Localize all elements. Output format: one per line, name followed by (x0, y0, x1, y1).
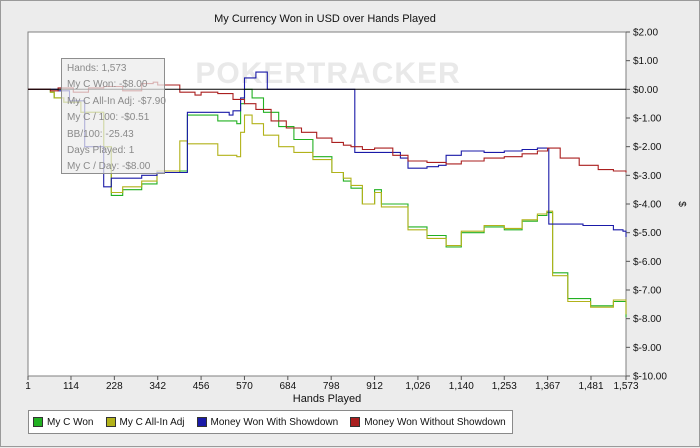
tooltip-line: Days Played: 1 (67, 145, 135, 157)
series-line-2 (28, 88, 627, 315)
legend: My C Won My C All-In Adj Money Won With Sh… (28, 410, 513, 434)
legend-item[interactable]: My C All-In Adj (105, 416, 185, 428)
x-tick-label: 912 (366, 381, 383, 392)
y-tick-label: $-6.00 (633, 257, 662, 268)
x-tick-label: 570 (236, 381, 253, 392)
legend-swatch (350, 417, 361, 427)
hover-tooltip: Hands: 1,573 My C Won: -$8.00 My C All-In … (61, 58, 166, 174)
tooltip-line: Hands: 1,573 (67, 63, 127, 74)
x-tick-label: 1 (25, 381, 31, 392)
chart-title: My Currency Won in USD over Hands Played (214, 13, 436, 25)
legend-label: My C All-In Adj (119, 416, 185, 428)
y-tick-label: $-1.00 (633, 114, 662, 125)
x-axis-label: Hands Played (293, 393, 362, 405)
tooltip-line: My C / Day: -$8.00 (67, 161, 151, 173)
tooltip-line: My C All-In Adj: -$7.90 (67, 95, 166, 107)
y-axis: $2.00 $1.00 $0.00 $-1.00 $-2.00 $-3.00 $-4.00 $… (626, 28, 667, 383)
x-axis: 1 114 228 342 456 570 684 798 912 1,026 1,140 1,253… (25, 376, 639, 392)
legend-label: My C Won (47, 416, 94, 428)
y-axis-label: $ (676, 201, 687, 207)
x-tick-label: 456 (193, 381, 210, 392)
tooltip-line: My C Won: -$8.00 (67, 79, 148, 91)
x-tick-label: 228 (106, 381, 123, 392)
y-tick-label: $-5.00 (633, 228, 662, 239)
y-tick-label: $-2.00 (633, 142, 662, 153)
y-tick-label: $-8.00 (633, 314, 662, 325)
x-tick-label: 798 (323, 381, 340, 392)
x-tick-label: 1,367 (535, 381, 560, 392)
x-tick-label: 1,481 (578, 381, 603, 392)
y-tick-label: $-3.00 (633, 171, 662, 182)
x-tick-label: 1,573 (613, 381, 638, 392)
watermark-logo: POKERTRACKER (195, 57, 460, 90)
legend-swatch (196, 417, 207, 427)
x-tick-label: 1,253 (492, 381, 517, 392)
legend-label: Money Won Without Showdown (364, 416, 506, 428)
y-tick-label: $-10.00 (633, 372, 667, 383)
legend-item[interactable]: Money Won Without Showdown (350, 417, 506, 428)
legend-swatch (105, 417, 116, 427)
tooltip-line: My C / 100: -$0.51 (67, 112, 150, 124)
x-tick-label: 1,026 (405, 381, 430, 392)
legend-label: Money Won With Showdown (210, 416, 339, 428)
legend-swatch (33, 417, 43, 427)
y-tick-label: $2.00 (633, 28, 658, 39)
x-tick-label: 114 (63, 381, 79, 392)
x-tick-label: 1,140 (449, 381, 474, 392)
y-tick-label: $1.00 (633, 56, 658, 67)
legend-item[interactable]: Money Won With Showdown (196, 416, 339, 428)
x-tick-label: 342 (149, 381, 166, 392)
y-tick-label: $0.00 (633, 85, 658, 96)
tooltip-line: BB/100: -25.43 (67, 128, 134, 140)
y-tick-label: $-4.00 (633, 200, 662, 211)
y-tick-label: $-9.00 (633, 343, 662, 354)
legend-item[interactable]: My C Won (33, 417, 94, 428)
y-tick-label: $-7.00 (633, 286, 662, 297)
x-tick-label: 684 (279, 381, 296, 392)
